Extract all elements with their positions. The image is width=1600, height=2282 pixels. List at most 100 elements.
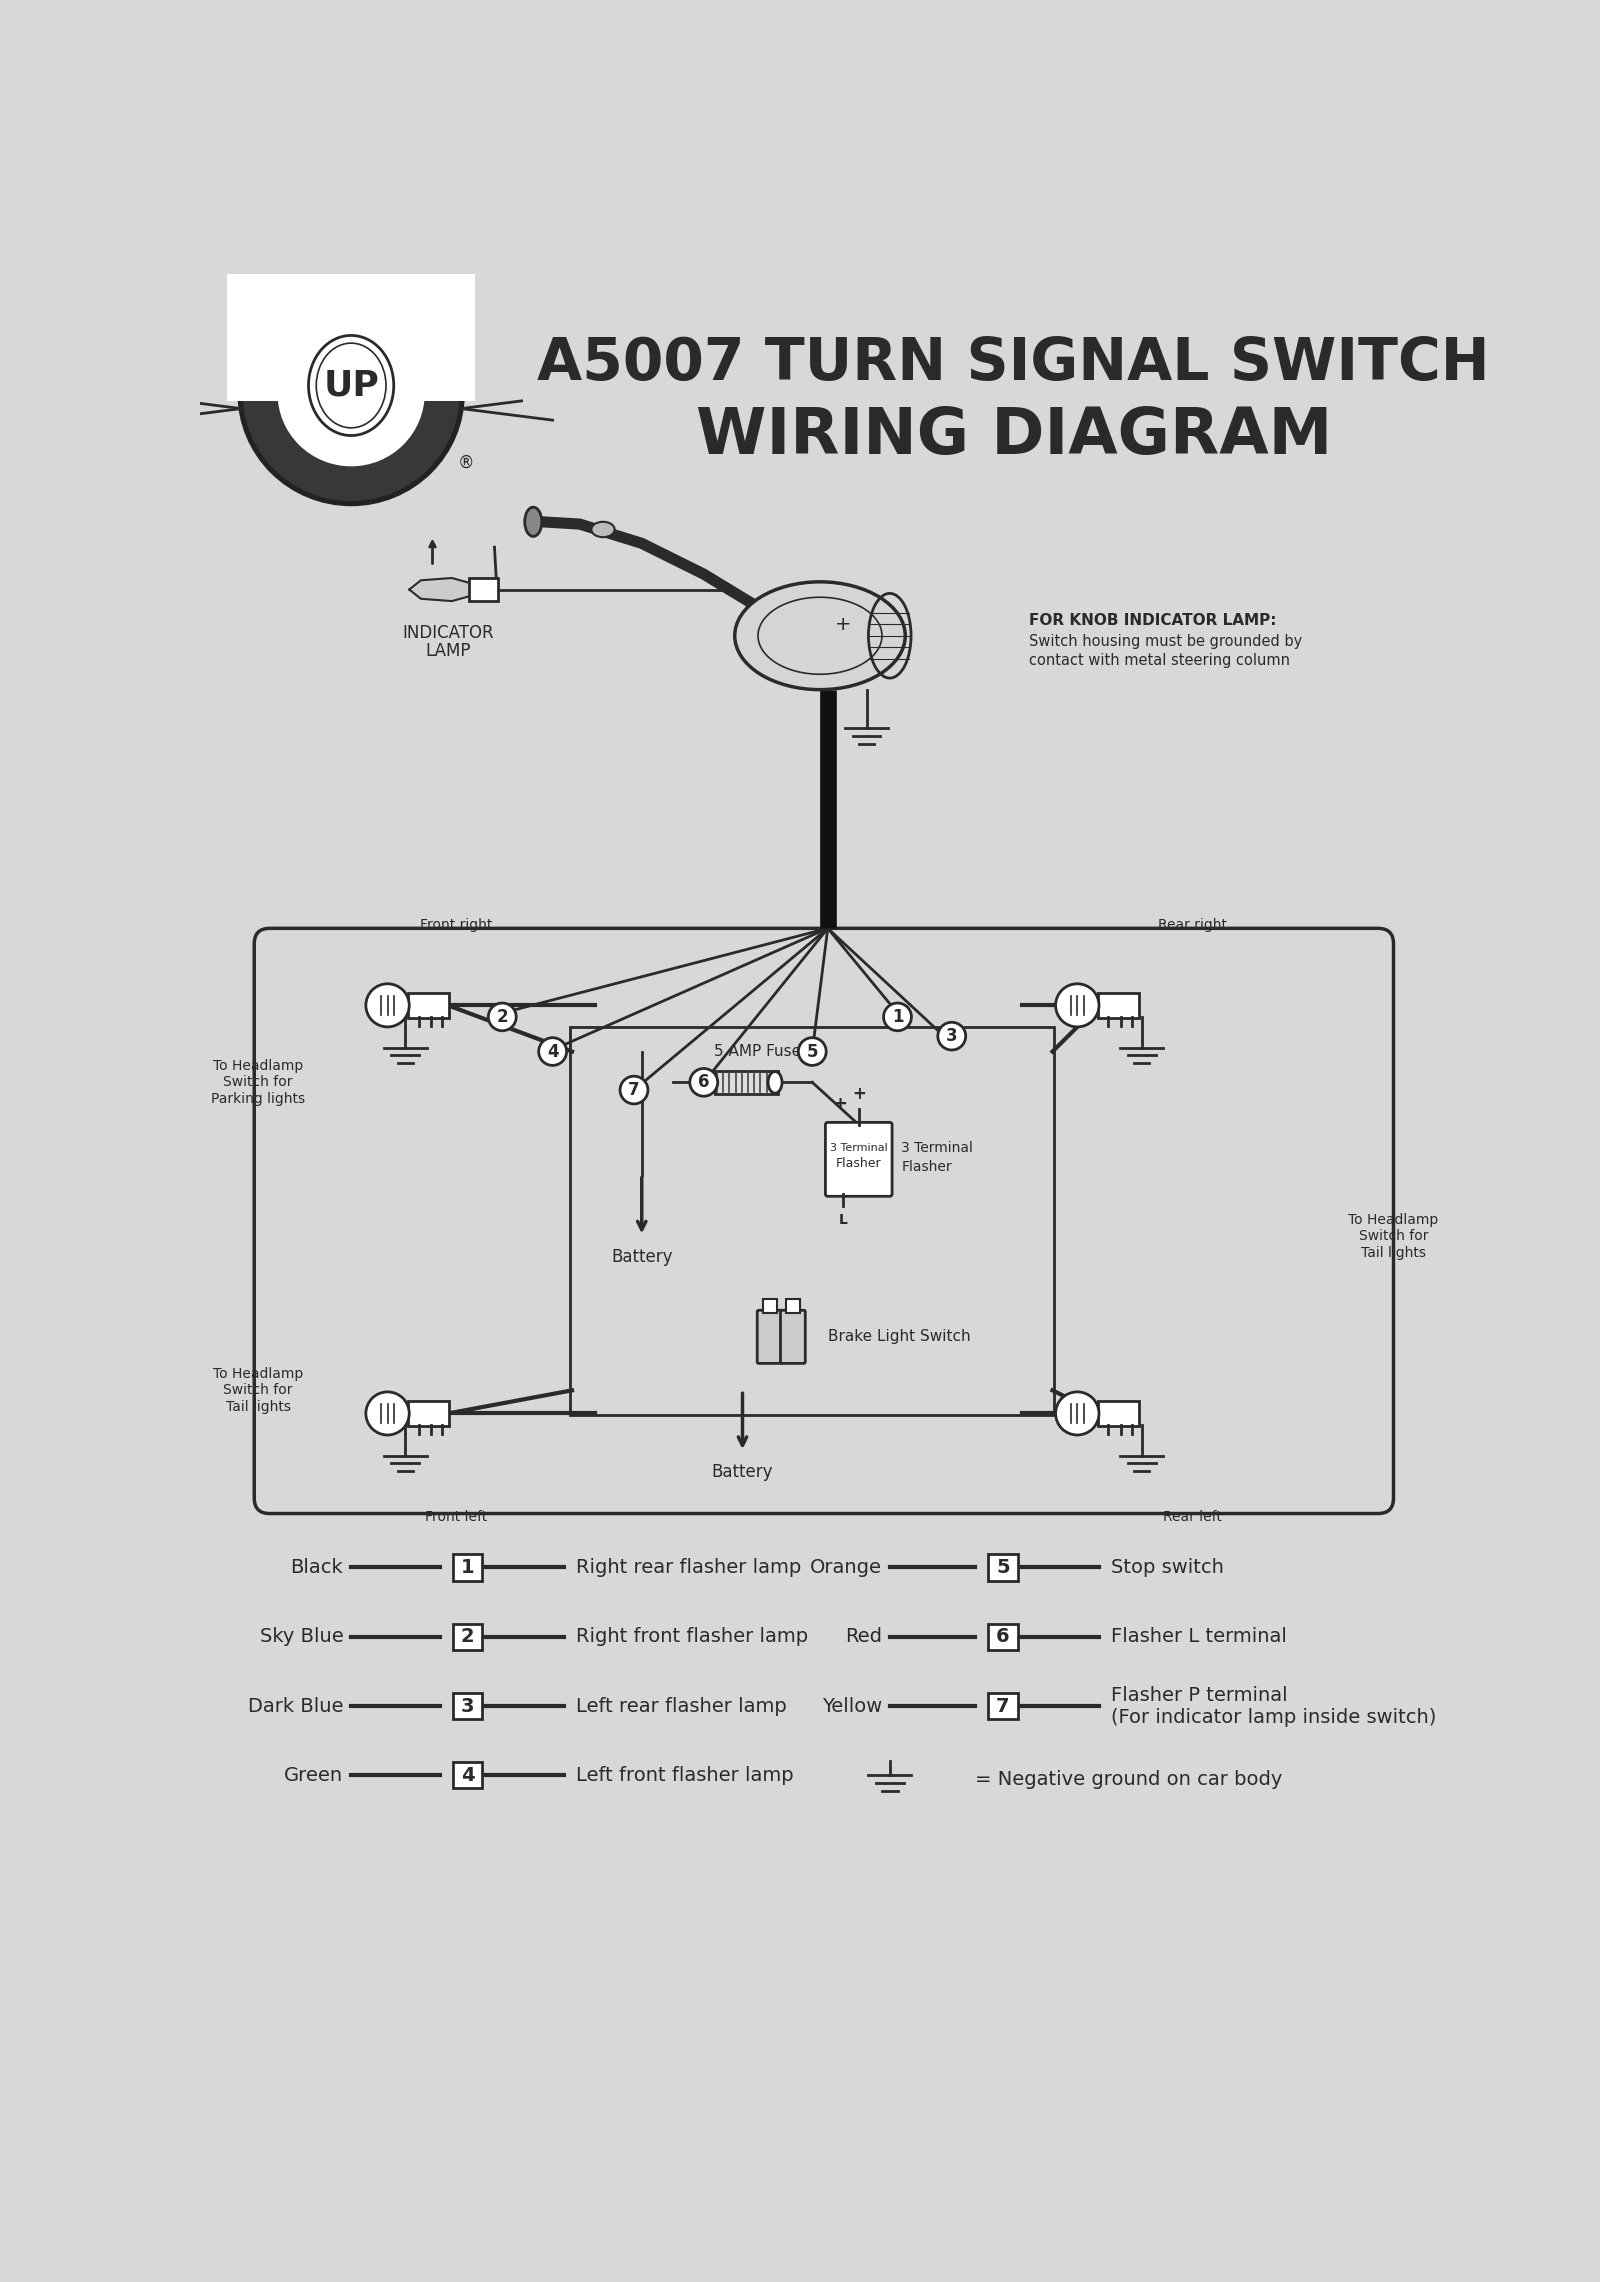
Text: LAMP: LAMP xyxy=(426,641,470,659)
FancyBboxPatch shape xyxy=(826,1123,893,1196)
FancyBboxPatch shape xyxy=(989,1554,1018,1581)
Text: +: + xyxy=(832,1095,846,1114)
Text: 4: 4 xyxy=(547,1043,558,1061)
FancyBboxPatch shape xyxy=(757,1310,782,1362)
Text: L: L xyxy=(838,1214,848,1228)
FancyBboxPatch shape xyxy=(763,1298,776,1312)
Polygon shape xyxy=(410,577,472,600)
Text: INDICATOR: INDICATOR xyxy=(402,625,494,641)
Text: Front right: Front right xyxy=(419,917,491,931)
Text: Stop switch: Stop switch xyxy=(1110,1559,1224,1577)
Text: Right rear flasher lamp: Right rear flasher lamp xyxy=(576,1559,802,1577)
FancyBboxPatch shape xyxy=(1098,993,1139,1018)
FancyBboxPatch shape xyxy=(453,1693,482,1718)
Text: +: + xyxy=(835,614,851,634)
Text: Orange: Orange xyxy=(810,1559,882,1577)
Ellipse shape xyxy=(768,1073,782,1093)
FancyBboxPatch shape xyxy=(453,1625,482,1650)
Circle shape xyxy=(366,1392,410,1435)
Circle shape xyxy=(282,347,421,486)
Text: UNITED: UNITED xyxy=(307,329,395,349)
Text: 2: 2 xyxy=(461,1627,474,1645)
Text: Flasher: Flasher xyxy=(835,1157,882,1171)
FancyBboxPatch shape xyxy=(786,1298,800,1312)
Circle shape xyxy=(277,319,424,466)
Text: Flasher P terminal
(For indicator lamp inside switch): Flasher P terminal (For indicator lamp i… xyxy=(1110,1686,1437,1727)
FancyBboxPatch shape xyxy=(453,1762,482,1789)
Circle shape xyxy=(488,1004,517,1031)
Circle shape xyxy=(938,1022,966,1050)
Circle shape xyxy=(242,283,461,502)
Text: To Headlamp
Switch for
Tail lights: To Headlamp Switch for Tail lights xyxy=(213,1367,304,1413)
Ellipse shape xyxy=(525,507,542,536)
Text: Left front flasher lamp: Left front flasher lamp xyxy=(576,1766,794,1785)
Text: Rear left: Rear left xyxy=(1163,1511,1221,1524)
FancyBboxPatch shape xyxy=(469,577,498,600)
Text: 6: 6 xyxy=(997,1627,1010,1645)
Text: 3 Terminal: 3 Terminal xyxy=(830,1143,888,1152)
Text: 4: 4 xyxy=(461,1766,474,1785)
Text: 5 AMP Fuse: 5 AMP Fuse xyxy=(715,1045,802,1059)
Circle shape xyxy=(1056,984,1099,1027)
FancyBboxPatch shape xyxy=(1098,1401,1139,1426)
Text: Battery: Battery xyxy=(611,1248,672,1267)
Ellipse shape xyxy=(309,335,394,436)
Text: Yellow: Yellow xyxy=(822,1696,882,1716)
Text: Front left: Front left xyxy=(424,1511,486,1524)
Ellipse shape xyxy=(734,582,906,689)
Text: 7: 7 xyxy=(629,1082,640,1100)
Text: 1: 1 xyxy=(891,1009,904,1027)
Text: Brake Light Switch: Brake Light Switch xyxy=(827,1328,970,1344)
Ellipse shape xyxy=(702,1073,717,1093)
Text: Green: Green xyxy=(285,1766,344,1785)
Text: 6: 6 xyxy=(698,1073,709,1091)
Text: A5007 TURN SIGNAL SWITCH: A5007 TURN SIGNAL SWITCH xyxy=(538,335,1490,393)
Circle shape xyxy=(1056,1392,1099,1435)
FancyBboxPatch shape xyxy=(989,1693,1018,1718)
Text: Red: Red xyxy=(845,1627,882,1645)
Text: Rear right: Rear right xyxy=(1157,917,1227,931)
Circle shape xyxy=(883,1004,912,1031)
Text: FOR KNOB INDICATOR LAMP:: FOR KNOB INDICATOR LAMP: xyxy=(1029,612,1277,628)
FancyBboxPatch shape xyxy=(408,993,448,1018)
Ellipse shape xyxy=(592,523,614,536)
Text: 3: 3 xyxy=(461,1696,474,1716)
Text: 5: 5 xyxy=(997,1559,1010,1577)
Circle shape xyxy=(366,984,410,1027)
Text: Dark Blue: Dark Blue xyxy=(248,1696,344,1716)
Text: To Headlamp
Switch for
Parking lights: To Headlamp Switch for Parking lights xyxy=(211,1059,306,1104)
FancyBboxPatch shape xyxy=(715,1070,778,1093)
FancyBboxPatch shape xyxy=(227,269,475,402)
Circle shape xyxy=(690,1068,718,1095)
Text: Flasher L terminal: Flasher L terminal xyxy=(1110,1627,1286,1645)
Circle shape xyxy=(798,1038,826,1066)
Text: +: + xyxy=(851,1086,866,1102)
Text: Switch housing must be grounded by: Switch housing must be grounded by xyxy=(1029,634,1302,648)
Text: To Headlamp
Switch for
Tail lights: To Headlamp Switch for Tail lights xyxy=(1349,1214,1438,1260)
Text: ®: ® xyxy=(458,454,474,472)
Text: UP: UP xyxy=(323,367,379,402)
Text: 7: 7 xyxy=(997,1696,1010,1716)
Circle shape xyxy=(238,281,464,504)
Text: = Negative ground on car body: = Negative ground on car body xyxy=(974,1769,1282,1789)
Text: 1: 1 xyxy=(461,1559,474,1577)
Text: Battery: Battery xyxy=(712,1463,773,1481)
Circle shape xyxy=(539,1038,566,1066)
FancyBboxPatch shape xyxy=(781,1310,805,1362)
Text: Black: Black xyxy=(291,1559,344,1577)
FancyBboxPatch shape xyxy=(989,1625,1018,1650)
FancyBboxPatch shape xyxy=(453,1554,482,1581)
Text: Right front flasher lamp: Right front flasher lamp xyxy=(576,1627,808,1645)
FancyBboxPatch shape xyxy=(408,1401,448,1426)
Text: 3 Terminal: 3 Terminal xyxy=(901,1141,973,1155)
Text: 2: 2 xyxy=(496,1009,509,1027)
Text: Sky Blue: Sky Blue xyxy=(259,1627,344,1645)
Text: contact with metal steering column: contact with metal steering column xyxy=(1029,653,1290,669)
Text: Flasher: Flasher xyxy=(901,1159,952,1173)
Text: PACIFIC: PACIFIC xyxy=(312,443,390,461)
Ellipse shape xyxy=(266,308,437,477)
Text: UNITED: UNITED xyxy=(307,331,395,351)
Circle shape xyxy=(621,1077,648,1104)
Text: 3: 3 xyxy=(946,1027,957,1045)
Text: WIRING DIAGRAM: WIRING DIAGRAM xyxy=(696,404,1331,468)
